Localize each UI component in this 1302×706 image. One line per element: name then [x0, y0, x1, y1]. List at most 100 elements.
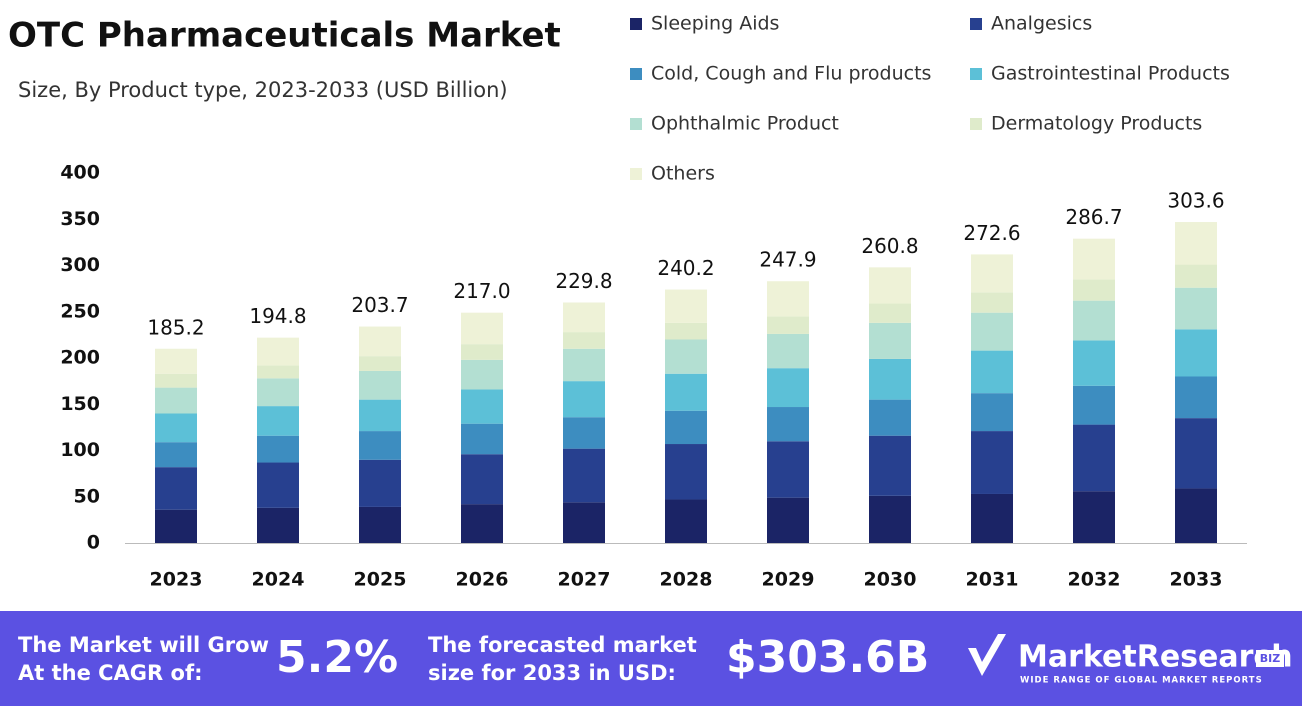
bar-segment	[767, 368, 809, 408]
bar-segment	[665, 289, 707, 323]
legend-swatch	[630, 168, 642, 180]
legend-label: Dermatology Products	[991, 113, 1202, 135]
x-tick-label: 2032	[1068, 569, 1121, 591]
bar-segment	[665, 444, 707, 500]
bar-segment	[359, 356, 401, 371]
bar-segment	[767, 281, 809, 317]
x-tick-label: 2029	[762, 569, 815, 591]
bar-segment	[155, 442, 197, 468]
x-tick-label: 2031	[966, 569, 1019, 591]
bar-segment	[1175, 418, 1217, 489]
bar-segment	[767, 497, 809, 543]
y-tick-label: 400	[60, 162, 100, 184]
bar-segment	[257, 378, 299, 407]
bar-segment	[869, 303, 911, 323]
footer-banner	[0, 611, 1302, 706]
bar-segment	[971, 254, 1013, 293]
bar-segment	[1073, 340, 1115, 386]
total-label: 247.9	[759, 248, 816, 272]
bar-segment	[1073, 300, 1115, 341]
total-label: 229.8	[555, 269, 612, 293]
bar-segment	[767, 407, 809, 442]
bar-segment	[461, 423, 503, 455]
bar-segment	[1073, 238, 1115, 280]
bar-segment	[869, 435, 911, 496]
bar-segment	[359, 326, 401, 357]
bar-segment	[461, 344, 503, 360]
bar-segment	[461, 504, 503, 543]
total-label: 286.7	[1065, 205, 1122, 229]
total-label: 260.8	[861, 234, 918, 258]
bar-segment	[971, 292, 1013, 313]
bar-segment	[563, 332, 605, 349]
x-tick-label: 2023	[150, 569, 203, 591]
bar-segment	[1073, 424, 1115, 492]
bar-segment	[563, 417, 605, 449]
logo-badge-box	[1256, 650, 1284, 667]
bar-segment	[155, 348, 197, 374]
logo-icon	[968, 634, 1006, 676]
forecast-value: $303.6B	[726, 632, 929, 683]
legend-swatch	[630, 18, 642, 30]
total-label: 203.7	[351, 293, 408, 317]
bar-segment	[155, 509, 197, 543]
bar-segment	[1175, 222, 1217, 265]
x-tick-label: 2024	[252, 569, 305, 591]
logo: MarketResearch	[1018, 640, 1293, 675]
y-tick-label: 350	[60, 208, 100, 230]
bar-segment	[869, 322, 911, 359]
cagr-value: 5.2%	[276, 632, 398, 683]
forecast-text: The forecasted market	[428, 633, 697, 657]
bar-segment	[665, 410, 707, 445]
bar-segment	[767, 441, 809, 498]
legend-swatch	[970, 118, 982, 130]
x-tick-label: 2025	[354, 569, 407, 591]
bar-segment	[257, 435, 299, 463]
legend-label: Analgesics	[991, 13, 1092, 35]
bar-segment	[359, 399, 401, 432]
bar-segment	[563, 302, 605, 333]
bar-segment	[155, 387, 197, 414]
forecast-text: size for 2033 in USD:	[428, 661, 676, 685]
bar-segment	[359, 431, 401, 460]
legend-label: Ophthalmic Product	[651, 113, 839, 135]
bar-segment	[563, 348, 605, 382]
legend-label: Gastrointestinal Products	[991, 63, 1230, 85]
cagr-text: At the CAGR of:	[18, 661, 203, 685]
total-label: 194.8	[249, 304, 306, 328]
bar-segment	[563, 381, 605, 418]
legend-label: Sleeping Aids	[651, 13, 779, 35]
bar-segment	[869, 267, 911, 304]
y-tick-label: 250	[60, 300, 100, 322]
x-tick-label: 2026	[456, 569, 509, 591]
bar-segment	[563, 502, 605, 543]
bar-segment	[359, 370, 401, 400]
legend-swatch	[630, 118, 642, 130]
bar-segment	[971, 431, 1013, 494]
logo-tagline: WIDE RANGE OF GLOBAL MARKET REPORTS	[1020, 676, 1263, 686]
y-tick-label: 300	[60, 254, 100, 276]
bar-segment	[359, 459, 401, 507]
y-tick-label: 150	[60, 393, 100, 415]
bar-segment	[257, 337, 299, 366]
legend-label: Others	[651, 163, 715, 185]
cagr-text: The Market will Grow	[18, 633, 269, 657]
bar-segment	[155, 373, 197, 388]
legend-swatch	[970, 18, 982, 30]
legend-label: Cold, Cough and Flu products	[651, 63, 931, 85]
y-tick-label: 50	[74, 485, 100, 507]
bar-segment	[461, 312, 503, 345]
bar-segment	[1175, 376, 1217, 419]
y-tick-label: 100	[60, 439, 100, 461]
total-label: 217.0	[453, 279, 510, 303]
bar-segment	[1073, 491, 1115, 543]
bar-segment	[665, 373, 707, 411]
bar-segment	[257, 365, 299, 379]
total-label: 303.6	[1167, 189, 1224, 213]
x-tick-label: 2027	[558, 569, 611, 591]
bar-segment	[971, 393, 1013, 432]
bar-segment	[1175, 264, 1217, 288]
bar-segment	[1175, 329, 1217, 377]
bar-segment	[461, 359, 503, 390]
bar-segment	[665, 322, 707, 340]
